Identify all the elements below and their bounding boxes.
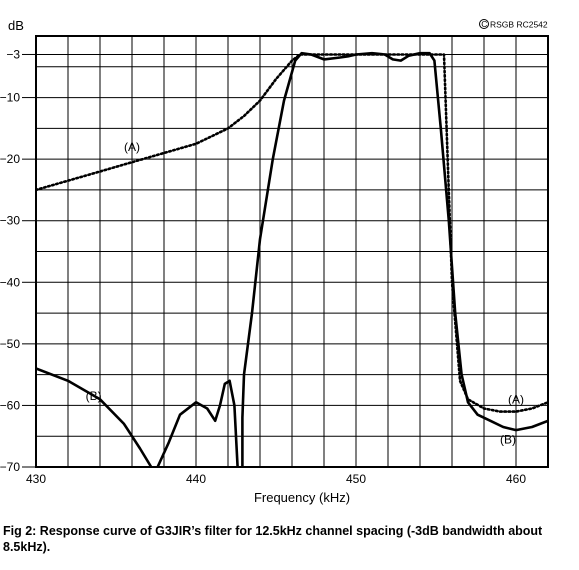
copyright-c-glyph: C (481, 19, 487, 29)
series-label: (A) (508, 392, 524, 406)
copyright-text: RSGB RC2542 (490, 20, 548, 30)
copyright-mark: C RSGB RC2542 (479, 19, 548, 30)
series-b-line (36, 367, 153, 468)
y-tick-label: −10 (0, 91, 20, 105)
figure-caption: Fig 2: Response curve of G3JIR’s filter … (3, 524, 543, 554)
y-tick-label: −3 (6, 47, 20, 61)
copyright-icon (479, 19, 489, 29)
curves (36, 51, 548, 468)
y-tick-label: −50 (0, 337, 20, 351)
series-b-line (156, 379, 239, 468)
curve-labels: (A) (A) (B) (B) (86, 140, 524, 446)
x-axis-title: Frequency (kHz) (254, 490, 350, 505)
y-tick-label: −60 (0, 398, 20, 412)
x-tick-label: 460 (506, 472, 526, 486)
x-tick-label: 430 (26, 472, 46, 486)
series-b-line (241, 51, 548, 467)
y-tick-label: −70 (0, 460, 20, 474)
series-label: (B) (86, 389, 102, 403)
tick-labels: −3 −10 −20 −30 −40 −50 −60 −70 430 440 450 460 (0, 47, 526, 486)
plot-frame (35, 35, 549, 468)
series-a-line (36, 53, 548, 413)
y-tick-label: −40 (0, 275, 20, 289)
x-tick-label: 440 (186, 472, 206, 486)
x-tick-label: 450 (346, 472, 366, 486)
y-axis-title: dB (8, 18, 24, 33)
series-label: (A) (124, 140, 140, 154)
series-label: (B) (500, 432, 516, 446)
grid (36, 36, 548, 467)
y-tick-label: −30 (0, 214, 20, 228)
y-tick-label: −20 (0, 152, 20, 166)
